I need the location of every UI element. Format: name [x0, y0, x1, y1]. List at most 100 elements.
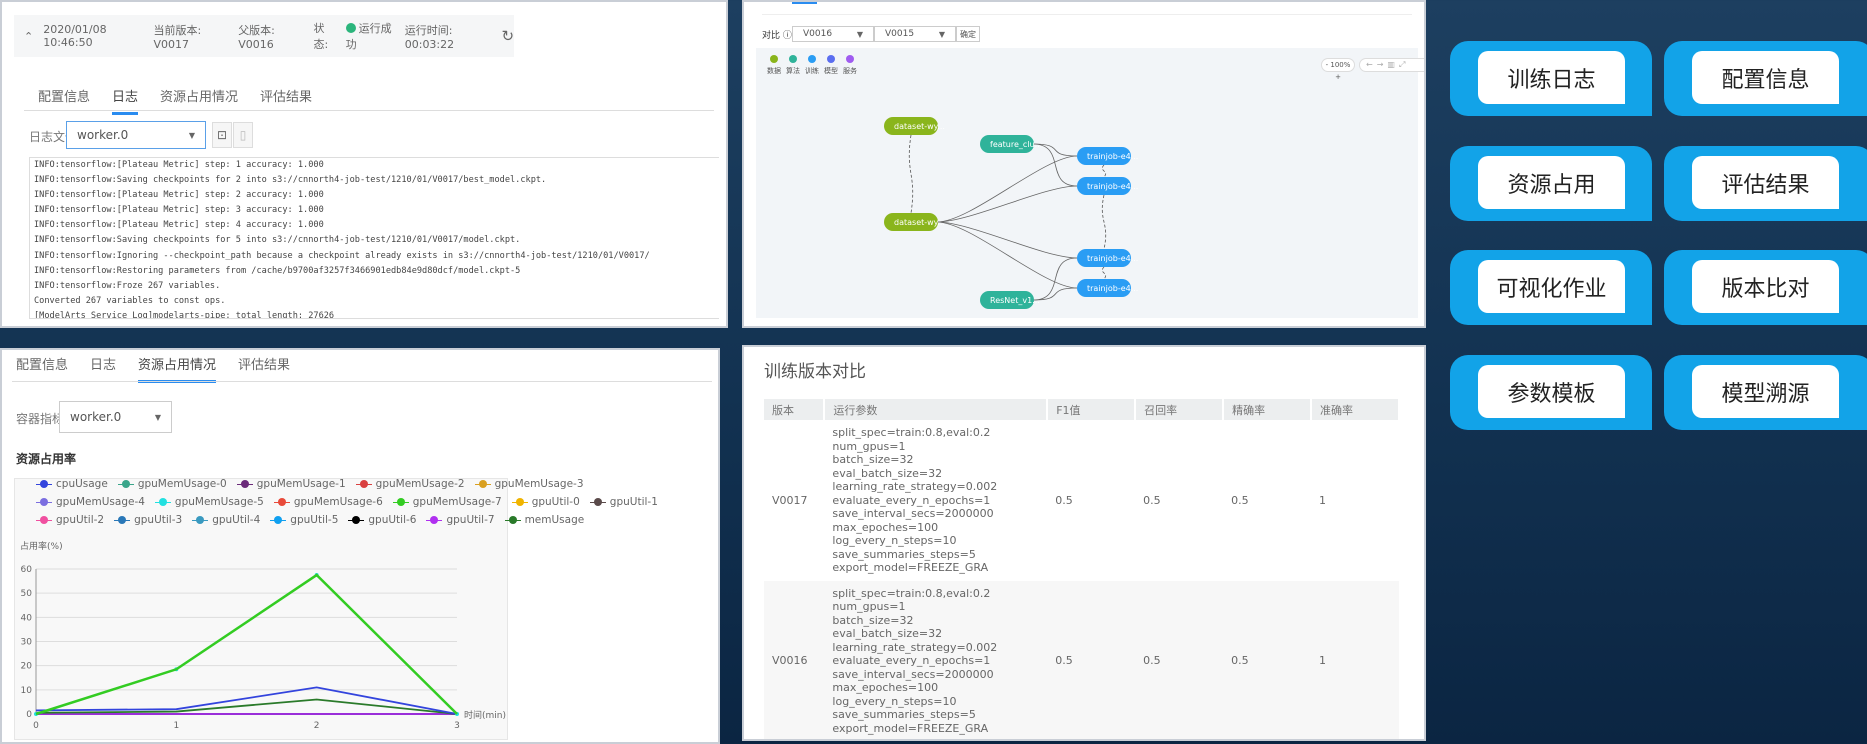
download-icon[interactable]: ⊡	[212, 122, 232, 148]
tab-log[interactable]: 日志	[112, 86, 139, 115]
lineage-node[interactable]: dataset-wy...	[884, 117, 945, 135]
legend-marker-icon	[117, 480, 134, 488]
feature-button[interactable]: 可视化作业	[1450, 250, 1652, 325]
column-header: 运行参数	[824, 399, 1049, 420]
compare-table: 版本 运行参数 F1值 召回率 精确率 准确率 V0017 split_spec=train…	[764, 399, 1400, 739]
feature-button[interactable]: 训练日志	[1450, 41, 1652, 116]
legend-label: 数据	[767, 67, 781, 75]
version-b-select[interactable]: V0015 ▼	[874, 26, 956, 42]
y-tick-label: 20	[21, 662, 33, 672]
legend-label: gpuMemUsage-1	[256, 478, 346, 490]
legend-item[interactable]: gpuMemUsage-3	[474, 478, 584, 490]
lineage-edge	[1032, 143, 1078, 157]
log-line: INFO:tensorflow:Ignoring --checkpoint_pa…	[34, 250, 650, 261]
zoom-control[interactable]: - 100% +	[1321, 58, 1355, 81]
legend-item[interactable]: gpuUtil-1	[589, 496, 658, 508]
tab-config[interactable]: 配置信息	[38, 90, 91, 105]
confirm-button[interactable]: 确定	[956, 26, 980, 42]
legend-item[interactable]: gpuUtil-5	[270, 514, 338, 526]
lineage-node[interactable]: trainjob-e4...	[1077, 249, 1138, 267]
feature-button-label: 模型溯源	[1692, 365, 1839, 418]
tab-resource[interactable]: 资源占用情况	[160, 90, 239, 105]
legend-item[interactable]: gpuUtil-2	[36, 514, 104, 526]
refresh-icon[interactable]: ↻	[501, 27, 515, 45]
legend-item[interactable]: gpuUtil-3	[114, 514, 182, 526]
legend-item[interactable]: gpuMemUsage-7	[392, 496, 502, 508]
cell-precision: 0.5	[1231, 493, 1249, 507]
lineage-node[interactable]: trainjob-e4...	[1077, 147, 1138, 165]
version-a-select[interactable]: V0016 ▼	[792, 26, 874, 42]
feature-button-label: 版本比对	[1692, 260, 1839, 313]
log-file-select[interactable]: worker.0 ▼	[66, 121, 206, 149]
node-label: trainjob-e4...	[1087, 152, 1138, 161]
column-header: F1值	[1047, 399, 1137, 420]
feature-button[interactable]: 资源占用	[1450, 146, 1652, 221]
legend-marker-icon	[392, 498, 409, 506]
param-line: max_epoches=100	[832, 681, 939, 694]
redo-icon[interactable]: →	[1376, 60, 1388, 69]
param-line: eval_batch_size=32	[832, 627, 943, 640]
chart-legend: cpuUsage gpuMemUsage-0 gpuMemUsage-1 gpuMem…	[36, 478, 676, 526]
graph-toolbar[interactable]: ←→▥⤢	[1359, 58, 1424, 72]
cell-version: V0016	[772, 654, 808, 668]
undo-icon[interactable]: ←	[1366, 60, 1377, 69]
legend-item[interactable]: gpuMemUsage-5	[154, 496, 264, 508]
status-label: 状态:	[313, 22, 329, 51]
legend-label: gpuUtil-1	[609, 496, 658, 508]
legend-marker-icon	[355, 480, 372, 488]
legend-dot-icon	[827, 55, 835, 63]
tab-config[interactable]: 配置信息	[16, 358, 69, 373]
legend-item[interactable]: gpuUtil-7	[426, 514, 495, 526]
feature-button[interactable]: 配置信息	[1664, 41, 1867, 116]
legend-item[interactable]: gpuMemUsage-4	[36, 496, 145, 508]
fullscreen-icon[interactable]: ⤢	[1398, 60, 1410, 69]
legend-marker-icon	[154, 498, 171, 506]
container-select[interactable]: worker.0 ▼	[59, 401, 172, 433]
legend-item[interactable]: gpuMemUsage-6	[273, 496, 383, 508]
feature-button[interactable]: 评估结果	[1664, 146, 1867, 221]
param-line: export_model=FREEZE_GRA	[832, 721, 989, 735]
tab-eval[interactable]: 评估结果	[238, 358, 291, 373]
legend-item[interactable]: gpuMemUsage-2	[355, 478, 465, 490]
legend-item: 算法	[785, 55, 801, 76]
compare-title: 训练版本对比	[764, 362, 866, 382]
legend-item[interactable]: gpuMemUsage-1	[236, 478, 346, 490]
lineage-node[interactable]: ResNet_v1...	[980, 291, 1040, 309]
legend-dot-icon	[846, 55, 854, 63]
feature-button[interactable]: 版本比对	[1664, 250, 1867, 325]
lineage-node[interactable]: dataset-wy...	[884, 213, 945, 231]
legend-item[interactable]: gpuUtil-4	[192, 514, 260, 526]
container-value: worker.0	[70, 410, 122, 424]
check-circle-icon	[345, 23, 356, 33]
feature-button[interactable]: 参数模板	[1450, 355, 1652, 430]
feature-button[interactable]: 模型溯源	[1664, 355, 1867, 430]
legend-item[interactable]: cpuUsage	[36, 478, 108, 490]
legend-marker-icon	[589, 498, 606, 506]
collapse-icon[interactable]: ⌃	[24, 29, 34, 43]
legend-label: gpuMemUsage-0	[137, 478, 227, 490]
lineage-node[interactable]: trainjob-e4...	[1077, 177, 1138, 195]
tab-divider	[24, 110, 714, 111]
job-header: ⌃ 2020/01/08 10:46:50 当前版本: V0017 父版本: V…	[14, 15, 514, 57]
legend-item[interactable]: memUsage	[504, 514, 585, 526]
tab-resource[interactable]: 资源占用情况	[138, 354, 217, 383]
legend-item[interactable]: gpuUtil-0	[511, 496, 580, 508]
legend-label: gpuUtil-4	[212, 514, 261, 526]
lineage-node[interactable]: trainjob-e4...	[1077, 279, 1138, 297]
legend-item[interactable]: gpuUtil-6	[348, 514, 416, 526]
layout-icon[interactable]: ▥	[1387, 60, 1399, 69]
file-icon[interactable]: ▯	[233, 122, 253, 148]
parent-version: 父版本: V0016	[238, 23, 275, 51]
tab-log[interactable]: 日志	[90, 358, 117, 373]
legend-label: memUsage	[524, 514, 585, 526]
legend-label: gpuUtil-2	[56, 514, 105, 526]
lineage-node[interactable]: feature_clu...	[980, 135, 1042, 153]
legend-marker-icon	[474, 480, 491, 488]
lineage-edge	[1032, 143, 1078, 187]
param-line: save_summaries_steps=5	[832, 708, 976, 721]
resource-panel-tabs: 配置信息 日志 资源占用情况 评估结果	[16, 354, 290, 383]
param-line: save_interval_secs=2000000	[832, 667, 994, 681]
container-label: 容器指标	[16, 412, 65, 426]
legend-item[interactable]: gpuMemUsage-0	[117, 478, 227, 490]
tab-eval[interactable]: 评估结果	[260, 90, 313, 105]
